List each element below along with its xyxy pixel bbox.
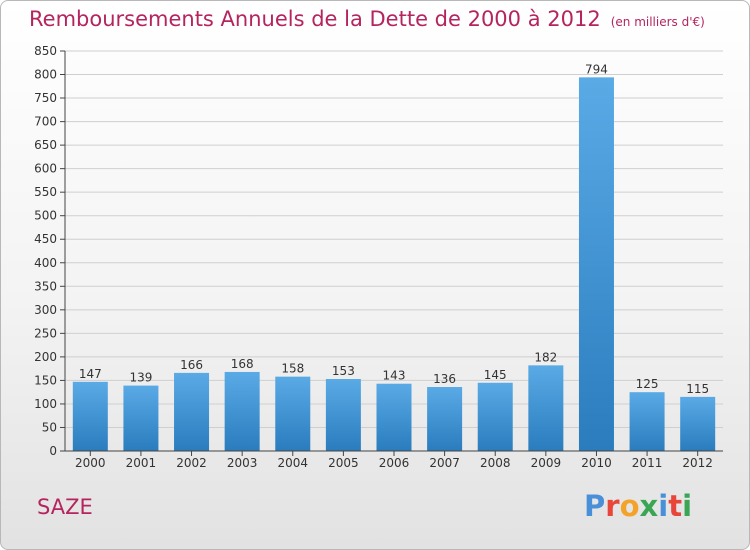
data-label: 168 <box>231 357 254 371</box>
y-tick-label: 600 <box>34 162 57 176</box>
x-tick-label: 2006 <box>379 456 410 470</box>
y-tick-label: 350 <box>34 279 57 293</box>
y-tick-label: 250 <box>34 326 57 340</box>
y-tick-label: 450 <box>34 232 57 246</box>
logo-letter: x <box>639 489 659 523</box>
labels: 0 50 100 150 200 250 300 350 400 450 500 550 600 650 7… <box>34 44 713 470</box>
y-tick-label: 650 <box>34 138 57 152</box>
x-tick-label: 2007 <box>429 456 460 470</box>
bar <box>427 387 463 451</box>
x-tick-label: 2000 <box>75 456 106 470</box>
data-label: 145 <box>484 368 507 382</box>
bar <box>123 385 159 451</box>
y-tick-label: 500 <box>34 209 57 223</box>
data-label: 166 <box>180 358 203 372</box>
title-text: Remboursements Annuels de la Dette de 20… <box>29 7 601 31</box>
y-tick-label: 200 <box>34 350 57 364</box>
x-tick-label: 2003 <box>227 456 258 470</box>
data-label: 153 <box>332 364 355 378</box>
bar <box>680 396 716 451</box>
axes <box>60 50 723 456</box>
data-label: 125 <box>636 377 659 391</box>
logo-letter: r <box>605 489 620 523</box>
bar <box>477 382 513 451</box>
data-label: 136 <box>433 372 456 386</box>
y-tick-label: 300 <box>34 303 57 317</box>
data-label: 147 <box>79 367 102 381</box>
proxiti-logo[interactable]: Proxiti <box>584 489 692 523</box>
y-tick-label: 750 <box>34 91 57 105</box>
y-tick-label: 800 <box>34 68 57 82</box>
y-tick-label: 550 <box>34 185 57 199</box>
data-label: 182 <box>534 350 557 364</box>
y-tick-label: 50 <box>42 420 57 434</box>
bars <box>72 77 716 452</box>
y-tick-label: 850 <box>34 44 57 58</box>
y-tick-label: 0 <box>49 444 57 458</box>
bar <box>578 77 614 452</box>
chart-subtitle: (en milliers d'€) <box>610 15 705 29</box>
x-tick-label: 2009 <box>531 456 562 470</box>
data-label: 115 <box>686 382 709 396</box>
bar <box>72 381 108 451</box>
data-label: 139 <box>129 371 152 385</box>
x-tick-label: 2010 <box>581 456 612 470</box>
logo-letter: i <box>682 489 693 523</box>
bar <box>528 365 564 451</box>
x-tick-label: 2002 <box>176 456 207 470</box>
y-tick-label: 100 <box>34 397 57 411</box>
x-tick-label: 2001 <box>126 456 157 470</box>
x-tick-label: 2011 <box>632 456 663 470</box>
bar <box>376 383 412 451</box>
data-label: 143 <box>383 369 406 383</box>
location-label: SAZE <box>37 495 93 519</box>
x-tick-label: 2008 <box>480 456 511 470</box>
bar <box>275 376 311 451</box>
bar <box>325 379 361 451</box>
bar <box>174 372 210 451</box>
chart-title: Remboursements Annuels de la Dette de 20… <box>29 7 705 31</box>
logo-letter: o <box>619 489 640 523</box>
data-label: 794 <box>585 62 608 76</box>
y-tick-label: 400 <box>34 256 57 270</box>
logo-letter: P <box>584 489 606 523</box>
bar <box>629 392 665 451</box>
y-tick-label: 700 <box>34 115 57 129</box>
x-tick-label: 2004 <box>277 456 308 470</box>
y-tick-label: 150 <box>34 373 57 387</box>
bar <box>224 371 260 451</box>
logo-letter: t <box>668 489 683 523</box>
x-tick-label: 2012 <box>682 456 713 470</box>
logo-letter: i <box>658 489 669 523</box>
x-tick-label: 2005 <box>328 456 359 470</box>
data-label: 158 <box>281 362 304 376</box>
